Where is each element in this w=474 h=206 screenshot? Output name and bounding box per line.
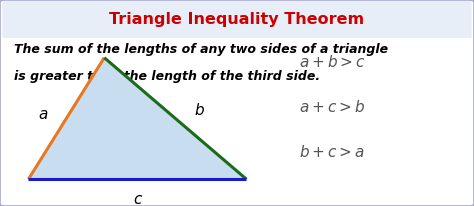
Text: is greater than the length of the third side.: is greater than the length of the third … — [14, 70, 320, 83]
Text: b: b — [194, 103, 204, 118]
Text: c: c — [133, 192, 142, 206]
Text: a: a — [38, 107, 47, 122]
Text: $a+b>c$: $a+b>c$ — [299, 54, 365, 70]
Text: $b+c>a$: $b+c>a$ — [299, 144, 365, 160]
Polygon shape — [28, 58, 246, 179]
FancyBboxPatch shape — [2, 1, 472, 38]
Text: $a+c>b$: $a+c>b$ — [299, 99, 365, 115]
Text: The sum of the lengths of any two sides of a triangle: The sum of the lengths of any two sides … — [14, 43, 388, 56]
Text: Triangle Inequality Theorem: Triangle Inequality Theorem — [109, 12, 365, 27]
